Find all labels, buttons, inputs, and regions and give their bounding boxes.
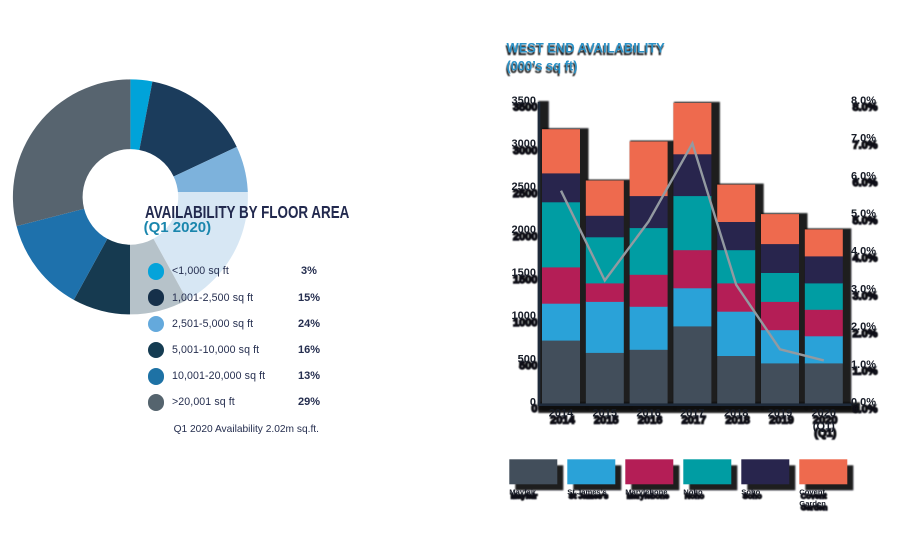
svg-text:500: 500 <box>519 360 537 372</box>
svg-text:2020: 2020 <box>813 415 837 427</box>
svg-text:5.0%: 5.0% <box>851 208 876 220</box>
svg-text:0: 0 <box>530 396 536 408</box>
svg-text:0: 0 <box>531 403 537 415</box>
svg-text:Marylebone: Marylebone <box>627 491 669 500</box>
svg-text:2017: 2017 <box>680 408 704 420</box>
svg-text:6.0%: 6.0% <box>851 170 876 182</box>
svg-text:1.0%: 1.0% <box>853 366 878 378</box>
svg-text:8.0%: 8.0% <box>853 102 878 114</box>
svg-text:St James’s: St James’s <box>569 491 608 500</box>
svg-text:1.0%: 1.0% <box>851 359 876 371</box>
svg-text:3500: 3500 <box>513 102 537 114</box>
svg-text:8.0%: 8.0% <box>851 95 876 107</box>
svg-text:Mayfair: Mayfair <box>511 491 538 500</box>
svg-text:1500: 1500 <box>513 274 537 286</box>
svg-text:Mayfair: Mayfair <box>509 487 536 496</box>
svg-text:2014: 2014 <box>549 408 574 420</box>
svg-text:2016: 2016 <box>636 408 660 420</box>
svg-text:WEST END AVAILABILITY: WEST END AVAILABILITY <box>506 43 665 59</box>
svg-text:7.0%: 7.0% <box>853 139 878 151</box>
svg-text:4.0%: 4.0% <box>853 253 878 265</box>
svg-text:4.0%: 4.0% <box>851 246 876 258</box>
svg-text:2017: 2017 <box>682 415 706 427</box>
svg-text:2018: 2018 <box>725 415 749 427</box>
svg-text:Marylebone: Marylebone <box>625 487 667 496</box>
svg-text:3000: 3000 <box>512 138 536 150</box>
svg-text:1000: 1000 <box>513 317 537 329</box>
svg-text:2019: 2019 <box>769 415 793 427</box>
svg-text:2015: 2015 <box>593 408 617 420</box>
svg-text:500: 500 <box>518 353 536 365</box>
svg-text:Covent: Covent <box>799 487 825 496</box>
svg-text:7.0%: 7.0% <box>851 133 876 145</box>
svg-text:0.0%: 0.0% <box>853 403 878 415</box>
svg-text:St James’s: St James’s <box>567 487 606 496</box>
svg-text:2018: 2018 <box>724 408 748 420</box>
svg-text:2014: 2014 <box>550 415 575 427</box>
svg-text:(Q1): (Q1) <box>814 428 836 440</box>
svg-text:2000: 2000 <box>512 224 536 236</box>
svg-text:6.0%: 6.0% <box>853 177 878 189</box>
svg-text:1500: 1500 <box>512 267 536 279</box>
svg-text:2.0%: 2.0% <box>851 321 876 333</box>
svg-text:0.0%: 0.0% <box>851 397 876 409</box>
svg-text:1000: 1000 <box>512 310 536 322</box>
svg-text:(Q1): (Q1) <box>813 421 835 433</box>
svg-text:3500: 3500 <box>512 95 536 107</box>
svg-text:(000’s sq ft): (000’s sq ft) <box>507 58 578 74</box>
svg-text:2015: 2015 <box>594 415 618 427</box>
svg-text:(000’s sq ft): (000’s sq ft) <box>506 61 577 77</box>
svg-text:Soho: Soho <box>743 491 762 500</box>
svg-text:WEST END AVAILABILITY: WEST END AVAILABILITY <box>507 40 666 56</box>
svg-text:Noho: Noho <box>685 491 705 500</box>
svg-text:2500: 2500 <box>513 188 537 200</box>
svg-text:Soho: Soho <box>741 487 760 496</box>
svg-text:Garden: Garden <box>801 503 828 512</box>
svg-text:2019: 2019 <box>768 408 792 420</box>
svg-text:3.0%: 3.0% <box>851 284 876 296</box>
svg-text:Covent: Covent <box>801 491 827 500</box>
svg-text:Garden: Garden <box>799 499 826 508</box>
svg-text:2020: 2020 <box>812 408 836 420</box>
svg-text:2016: 2016 <box>638 415 662 427</box>
svg-text:5.0%: 5.0% <box>853 215 878 227</box>
svg-text:2000: 2000 <box>513 231 537 243</box>
svg-text:2.0%: 2.0% <box>853 328 878 340</box>
svg-text:Noho: Noho <box>683 487 703 496</box>
svg-text:3.0%: 3.0% <box>853 290 878 302</box>
svg-text:2500: 2500 <box>512 181 536 193</box>
svg-text:3000: 3000 <box>513 145 537 157</box>
